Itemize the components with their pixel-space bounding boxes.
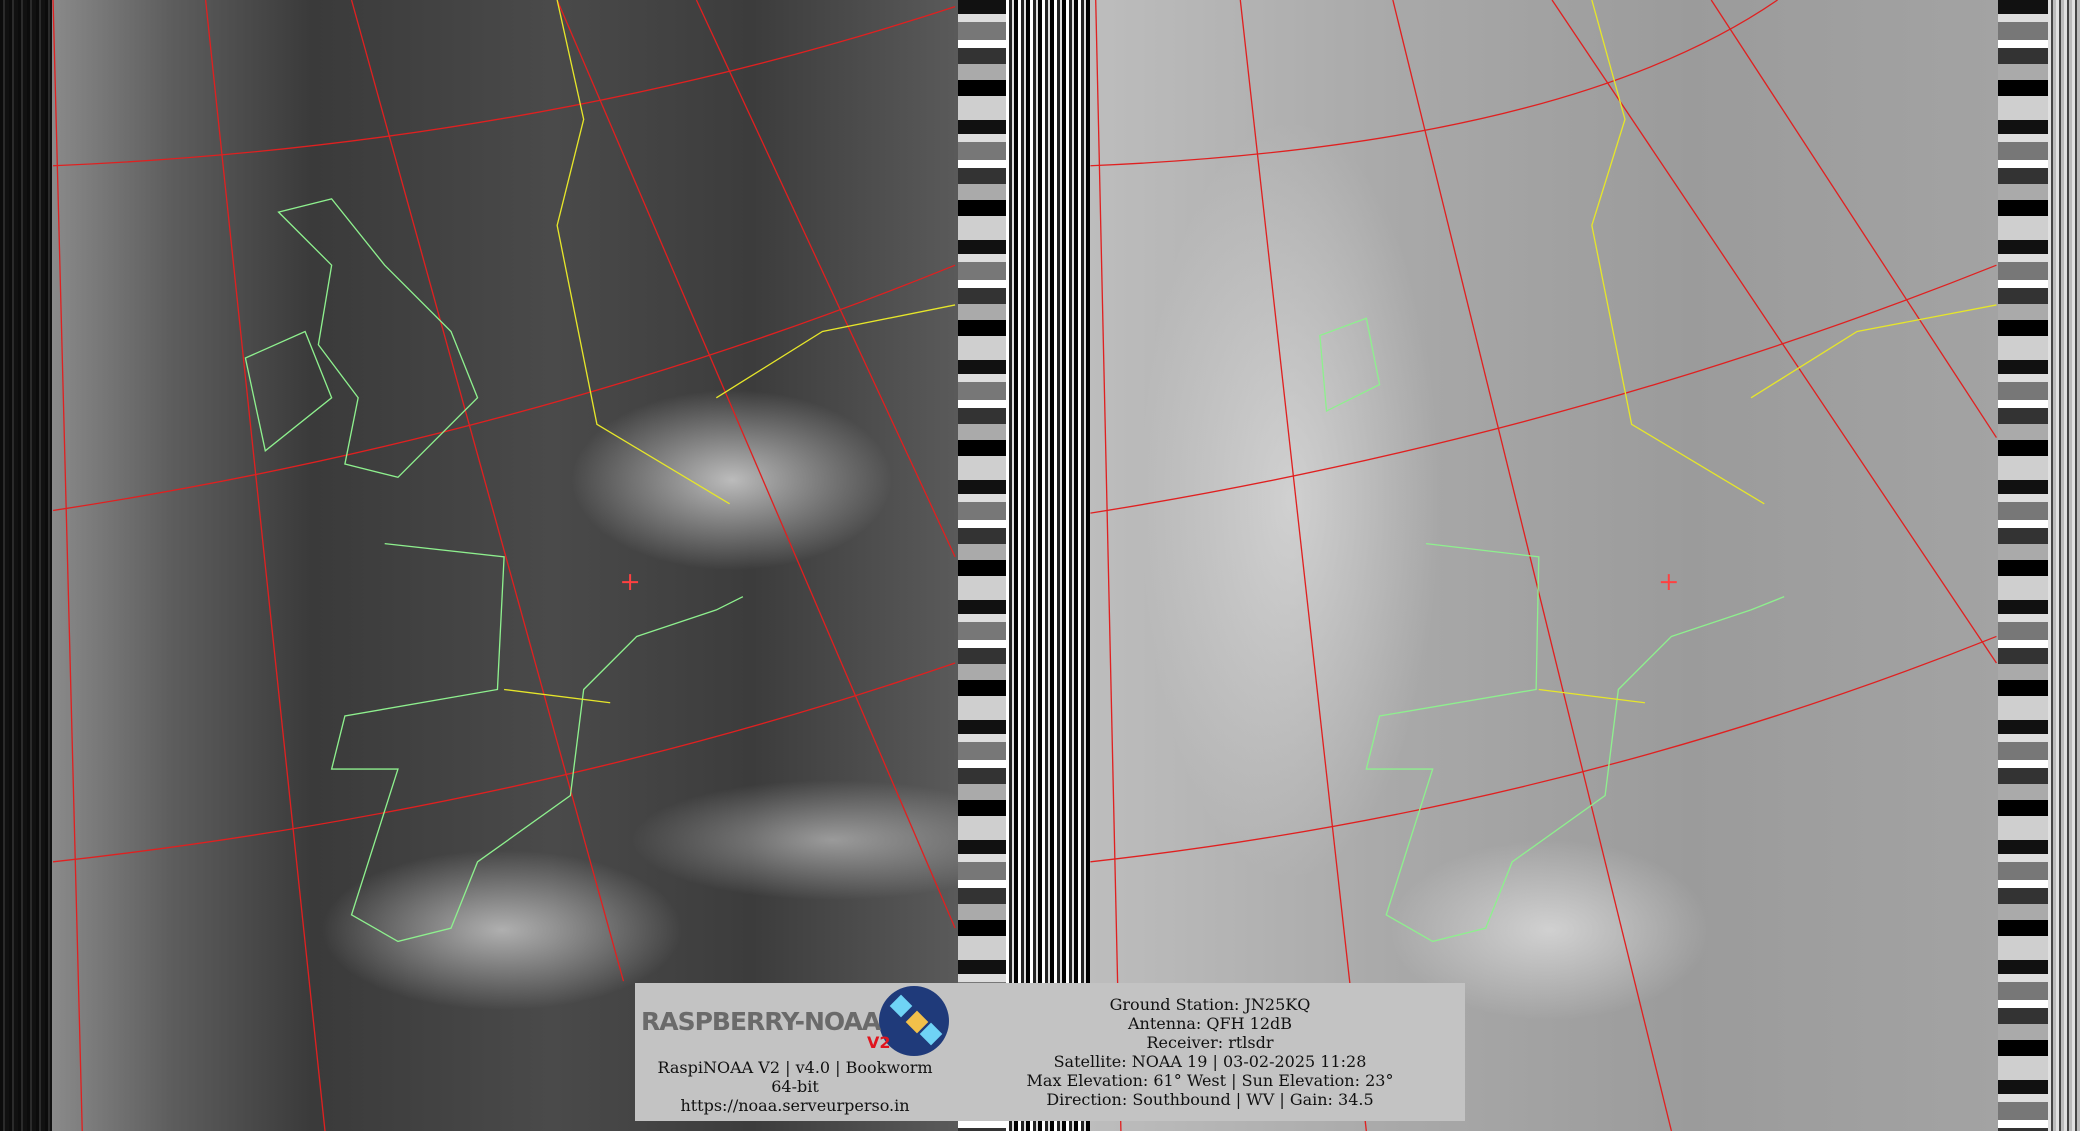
elevation: Max Elevation: 61° West | Sun Elevation:…	[1026, 1071, 1394, 1090]
sync-strip-b	[1006, 0, 1090, 1131]
ground-station-marker	[622, 574, 1677, 591]
channel-b-image	[1090, 0, 1998, 1131]
branding-panel: RASPBERRY-NOAA V2 RaspiNOAA V2 | v4.0 | …	[635, 983, 955, 1121]
graticule-b	[1090, 0, 1997, 1131]
direction-gain: Direction: Southbound | WV | Gain: 34.5	[1046, 1090, 1374, 1109]
logo-version: V2	[867, 1033, 891, 1052]
coastlines	[244, 198, 1785, 943]
ground-station: Ground Station: JN25KQ	[1109, 995, 1311, 1014]
antenna: Antenna: QFH 12dB	[1128, 1014, 1292, 1033]
website-url: https://noaa.serveurperso.in	[680, 1096, 910, 1115]
channel-a-image	[52, 0, 958, 1131]
logo-text: RASPBERRY-NOAA	[641, 1007, 881, 1036]
pass-details: Ground Station: JN25KQ Antenna: QFH 12dB…	[955, 983, 1465, 1121]
graticule-a	[52, 0, 956, 1131]
telemetry-wedge-b	[1998, 0, 2048, 1131]
satellite-icon	[879, 986, 949, 1056]
pass-info-box: RASPBERRY-NOAA V2 RaspiNOAA V2 | v4.0 | …	[635, 983, 1465, 1121]
satellite: Satellite: NOAA 19 | 03-02-2025 11:28	[1053, 1052, 1367, 1071]
sync-strip-c	[2048, 0, 2080, 1131]
receiver: Receiver: rtlsdr	[1146, 1033, 1274, 1052]
telemetry-wedge-a	[958, 0, 1006, 1131]
borders	[503, 0, 1997, 704]
sync-strip-a	[0, 0, 52, 1131]
raspberry-noaa-logo: RASPBERRY-NOAA V2	[635, 983, 955, 1058]
software-version: RaspiNOAA V2 | v4.0 | Bookworm 64-bit	[657, 1058, 933, 1096]
